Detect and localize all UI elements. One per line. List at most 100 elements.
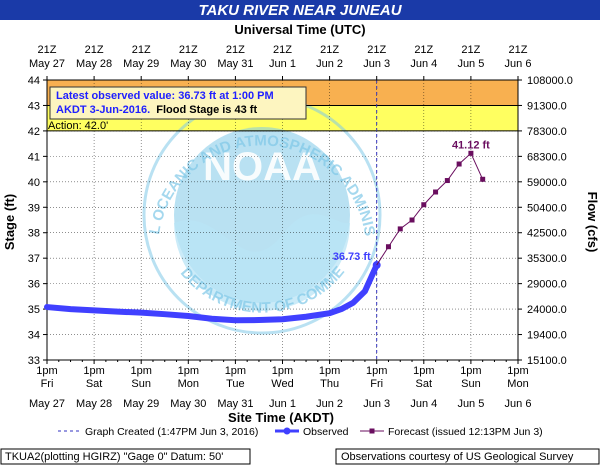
x-tick-time: 1pm xyxy=(225,365,246,377)
top-tick-date: May 31 xyxy=(217,58,253,70)
observed-latest-label: 36.73 ft xyxy=(333,251,371,263)
top-tick-date: Jun 1 xyxy=(269,58,296,70)
legend-forecast: Forecast (issued 12:13PM Jun 3) xyxy=(388,426,543,438)
y-right-tick-label: 59000.0 xyxy=(527,177,567,189)
x-tick-date: Jun 5 xyxy=(457,398,484,410)
y-tick-label: 34 xyxy=(28,330,40,342)
x-tick-dow: Thu xyxy=(320,378,339,390)
top-tick-time: 21Z xyxy=(461,44,480,56)
legend-graph-created: Graph Created (1:47PM Jun 3, 2016) xyxy=(85,426,258,438)
x-tick-dow: Sat xyxy=(86,378,103,390)
x-tick-dow: Sun xyxy=(131,378,151,390)
x-tick-date: May 31 xyxy=(217,398,253,410)
info-line-2-date: AKDT 3-Jun-2016. xyxy=(56,104,150,116)
top-tick-date: Jun 4 xyxy=(410,58,437,70)
y-right-tick-label: 24000.0 xyxy=(527,304,567,316)
x-tick-date: May 27 xyxy=(29,398,65,410)
x-tick-date: May 30 xyxy=(170,398,206,410)
top-tick-date: Jun 6 xyxy=(505,58,532,70)
x-tick-date: Jun 3 xyxy=(363,398,390,410)
x-tick-dow: Fri xyxy=(370,378,383,390)
y-right-tick-label: 91300.0 xyxy=(527,100,567,112)
forecast-point xyxy=(456,161,462,167)
y-right-tick-label: 19400.0 xyxy=(527,330,567,342)
observed-line xyxy=(44,262,380,324)
y-tick-label: 35 xyxy=(28,304,40,316)
legend-observed-marker xyxy=(283,427,291,435)
legend-observed: Observed xyxy=(303,426,349,438)
footer-right-box xyxy=(335,448,600,465)
forecast-point xyxy=(468,150,474,156)
top-tick-date: May 28 xyxy=(76,58,112,70)
title-bar xyxy=(0,0,600,20)
x-tick-time: 1pm xyxy=(413,365,434,377)
top-tick-date: May 29 xyxy=(123,58,159,70)
y-tick-label: 33 xyxy=(28,355,40,367)
axis-ticks: 33 34 35 36 37 38 39 40 41 42 43 44 15100.0 19400.0 24… xyxy=(28,44,573,410)
x-tick-time: 1pm xyxy=(460,365,481,377)
x-tick-dow: Wed xyxy=(271,378,293,390)
top-tick-date: Jun 5 xyxy=(457,58,484,70)
x-tick-date: May 28 xyxy=(76,398,112,410)
legend-forecast-marker xyxy=(369,428,375,434)
x-tick-time: 1pm xyxy=(178,365,199,377)
forecast-point xyxy=(480,176,486,182)
top-tick-time: 21Z xyxy=(38,44,57,56)
forecast-point xyxy=(444,178,450,184)
y-tick-label: 44 xyxy=(28,75,40,87)
x-tick-dow: Mon xyxy=(507,378,528,390)
y-tick-label: 39 xyxy=(28,202,40,214)
x-tick-dow: Fri xyxy=(41,378,54,390)
right-axis-title: Flow (cfs) xyxy=(585,192,600,253)
forecast-peak-label: 41.12 ft xyxy=(452,139,490,151)
x-tick-date: May 29 xyxy=(123,398,159,410)
x-tick-dow: Tue xyxy=(226,378,245,390)
footer-datum: TKUA2(plotting HGIRZ) "Gage 0" Datum: 50… xyxy=(5,451,223,463)
bottom-axis-title: Site Time (AKDT) xyxy=(228,410,334,425)
chart-title: TAKU RIVER NEAR JUNEAU xyxy=(198,2,402,19)
y-tick-label: 37 xyxy=(28,253,40,265)
x-tick-dow: Sat xyxy=(416,378,433,390)
forecast-line xyxy=(376,152,484,266)
top-tick-time: 21Z xyxy=(273,44,292,56)
info-line-1: Latest observed value: 36.73 ft at 1:00 … xyxy=(56,90,274,102)
y-right-tick-label: 42500.0 xyxy=(527,228,567,240)
x-tick-date: Jun 6 xyxy=(505,398,532,410)
legend: Graph Created (1:47PM Jun 3, 2016) Observ… xyxy=(58,426,543,438)
latest-value-box: Latest observed value: 36.73 ft at 1:00 … xyxy=(49,86,307,120)
x-tick-time: 1pm xyxy=(319,365,340,377)
y-right-tick-label: 15100.0 xyxy=(527,355,567,367)
y-tick-label: 36 xyxy=(28,279,40,291)
x-tick-time: 1pm xyxy=(36,365,57,377)
y-right-tick-label: 78300.0 xyxy=(527,126,567,138)
top-tick-time: 21Z xyxy=(414,44,433,56)
info-line-2-flood: Flood Stage is 43 ft xyxy=(150,104,257,116)
y-tick-label: 38 xyxy=(28,228,40,240)
series-layer: 36.73 ft 41.12 ft xyxy=(44,139,490,324)
y-tick-label: 42 xyxy=(28,126,40,138)
top-axis-title: Universal Time (UTC) xyxy=(234,22,365,37)
y-tick-label: 40 xyxy=(28,177,40,189)
x-tick-time: 1pm xyxy=(83,365,104,377)
x-tick-time: 1pm xyxy=(366,365,387,377)
y-right-tick-label: 29000.0 xyxy=(527,279,567,291)
x-tick-dow: Mon xyxy=(178,378,199,390)
top-tick-time: 21Z xyxy=(179,44,198,56)
top-tick-date: May 27 xyxy=(29,58,65,70)
footer-credit: Observations courtesy of US Geological S… xyxy=(341,451,574,463)
y-tick-label: 43 xyxy=(28,100,40,112)
top-tick-time: 21Z xyxy=(132,44,151,56)
forecast-point xyxy=(385,244,391,250)
top-tick-date: May 30 xyxy=(170,58,206,70)
top-tick-date: Jun 2 xyxy=(316,58,343,70)
x-tick-date: Jun 1 xyxy=(269,398,296,410)
forecast-point xyxy=(409,217,415,223)
watermark-gull xyxy=(174,214,350,311)
x-tick-time: 1pm xyxy=(272,365,293,377)
left-axis-title: Stage (ft) xyxy=(2,194,17,250)
footer-left-box xyxy=(0,448,251,465)
y-right-tick-label: 68300.0 xyxy=(527,151,567,163)
forecast-point xyxy=(421,202,427,208)
y-right-tick-label: 50400.0 xyxy=(527,202,567,214)
